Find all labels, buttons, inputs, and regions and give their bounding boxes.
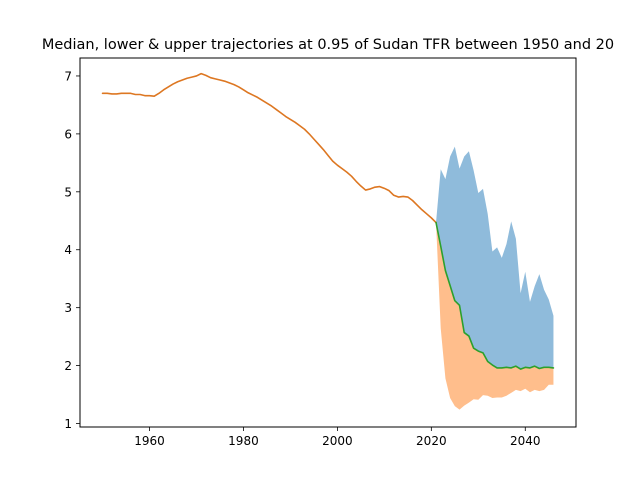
median-line bbox=[435, 221, 555, 370]
history-line bbox=[101, 72, 437, 224]
y-tick-label: 1 bbox=[64, 417, 72, 431]
x-tick-label: 2040 bbox=[510, 434, 541, 448]
y-tick-label: 7 bbox=[64, 69, 72, 83]
y-tick-label: 4 bbox=[64, 243, 72, 257]
chart-title: Median, lower & upper trajectories at 0.… bbox=[42, 37, 614, 53]
axes-frame bbox=[79, 57, 577, 428]
lower-trajectory-area bbox=[436, 222, 554, 410]
y-tick-label: 2 bbox=[64, 359, 72, 373]
x-tick-label: 1980 bbox=[228, 434, 259, 448]
y-axis: 1 2 3 4 5 6 7 bbox=[64, 69, 80, 431]
y-tick-label: 3 bbox=[64, 301, 72, 315]
x-tick-label: 2000 bbox=[322, 434, 353, 448]
x-tick-label: 2020 bbox=[416, 434, 447, 448]
y-tick-label: 6 bbox=[64, 127, 72, 141]
x-tick-label: 1960 bbox=[134, 434, 165, 448]
y-tick-label: 5 bbox=[64, 185, 72, 199]
upper-trajectory-area bbox=[436, 146, 554, 370]
x-axis: 1960 1980 2000 2020 2040 bbox=[134, 427, 541, 448]
plot-area bbox=[101, 72, 555, 410]
